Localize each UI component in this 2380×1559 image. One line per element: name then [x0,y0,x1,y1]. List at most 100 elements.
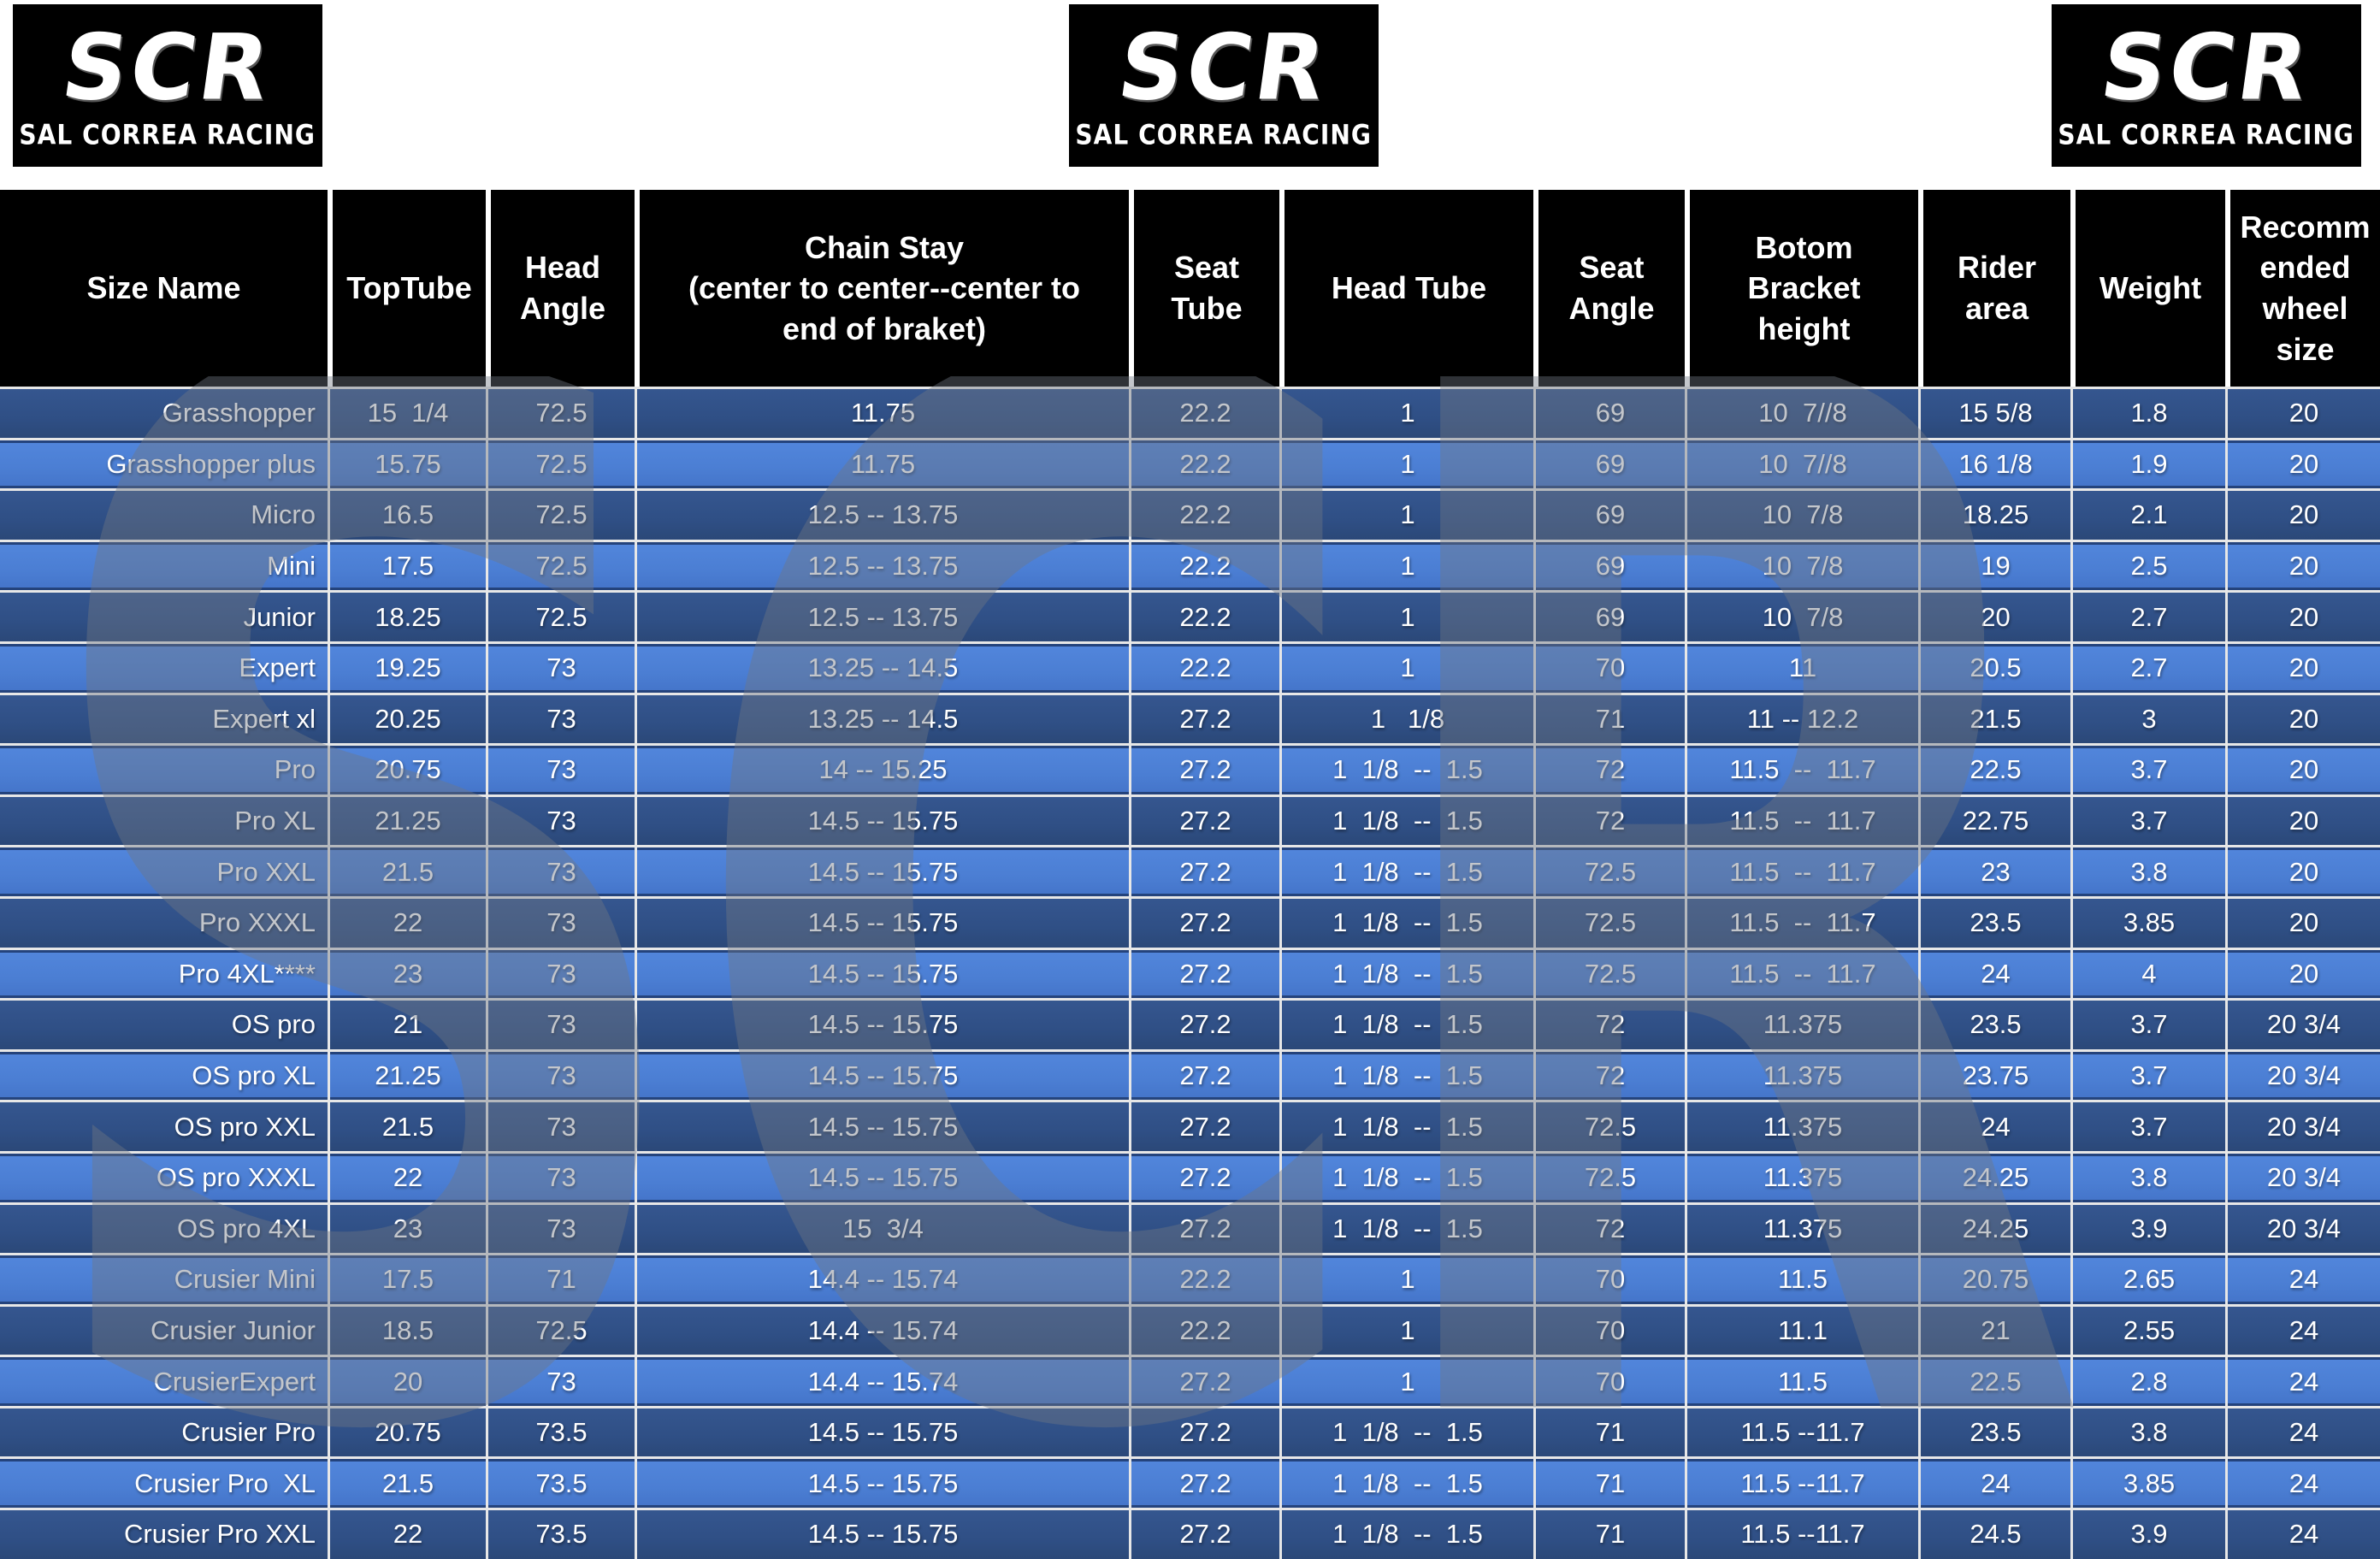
table-cell: 11.5 -- 11.7 [1685,746,1918,794]
table-cell: 11.5 -- 11.7 [1685,847,1918,896]
table-cell: 17.5 [328,541,486,591]
table-row: Expert 19.25 73 13.25 -- 14.5 22.2 1 70 11 20.5 2… [0,641,2380,693]
table-cell: 1 [1279,440,1533,489]
table-cell: 20 [1918,593,2070,641]
table-cell: 69 [1533,541,1685,591]
table-cell: 72.5 [486,541,635,591]
table-cell: 14.5 -- 15.75 [635,847,1129,896]
table-cell: 27.2 [1129,898,1279,948]
table-cell: 11.5 --11.7 [1685,1459,1918,1509]
table-cell: 21.25 [328,1051,486,1101]
size-name-cell: OS pro XXXL [0,1154,328,1202]
table-cell: 1 [1279,1306,1533,1355]
table-cell: 73 [486,796,635,846]
size-name-cell: Expert xl [212,703,316,734]
table-cell: 4 [2070,949,2225,999]
column-header: Botom Bracket height [1685,190,1918,387]
table-cell: 20 [2225,746,2380,794]
table-cell: 20 [2225,796,2380,846]
table-body: Grasshopper 15 1/4 72.5 11.75 22.2 1 69 10 7//8… [0,387,2380,1559]
table-cell: 24 [1918,1102,2070,1151]
table-cell: 14.5 -- 15.75 [635,1408,1129,1457]
column-header: Seat Angle [1533,190,1685,387]
size-name-cell: Crusier Junior [151,1314,316,1345]
table-cell: 10 7/8 [1685,541,1918,591]
size-name-cell: Grasshopper plus [0,440,328,489]
size-name-cell: Grasshopper [162,398,316,428]
table-cell: 70 [1533,643,1685,693]
table-cell: 70 [1533,1306,1685,1355]
table-cell: 3.9 [2070,1510,2225,1559]
table-cell: 73 [486,1001,635,1049]
table-cell: 11.75 [635,440,1129,489]
table-row: Pro 20.75 73 14 -- 15.25 27.2 1 1/8 -- 1.5 72 1… [0,743,2380,794]
table-row: Crusier Mini 17.5 71 14.4 -- 15.74 22.2 1 70 11… [0,1253,2380,1304]
table-cell: 1 1/8 -- 1.5 [1279,746,1533,794]
table-cell: 20.75 [328,1408,486,1457]
column-header: Head Angle [486,190,635,387]
table-cell: 2.1 [2070,491,2225,540]
table-cell: 22.5 [1918,1357,2070,1406]
table-cell: 72.5 [486,491,635,540]
size-name-cell: OS pro XL [0,1052,328,1101]
table-cell: 73 [486,847,635,896]
table-cell: 27.2 [1129,694,1279,744]
table-cell: 27.2 [1129,949,1279,999]
table-cell: 14.5 -- 15.75 [635,1510,1129,1559]
table-cell: 22 [328,1153,486,1202]
scr-logo-subtext: SAL CORREA RACING [19,119,316,151]
table-row: OS pro XXXL 22 73 14.5 -- 15.75 27.2 1 1/8 --… [0,1150,2380,1202]
size-name-cell: Crusier Pro XL [0,1459,328,1508]
table-cell: 73.5 [486,1408,635,1457]
table-cell: 72 [1533,796,1685,846]
table-row: Grasshopper 15 1/4 72.5 11.75 22.2 1 69 10 7//8… [0,387,2380,438]
column-header: Chain Stay (center to center--center to … [635,190,1129,387]
table-row: Pro XXXL 22 73 14.5 -- 15.75 27.2 1 1/8 -- 1.… [0,895,2380,948]
table-cell: 15 3/4 [635,1204,1129,1254]
table-cell: 18.25 [1918,491,2070,540]
table-cell: 11.5 [1685,1255,1918,1304]
table-cell: 1 [1279,643,1533,693]
table-cell: 21 [328,1001,486,1049]
table-cell: 11.5 -- 11.7 [1685,949,1918,999]
table-cell: 20 3/4 [2225,1051,2380,1101]
table-cell: 72.5 [1533,898,1685,948]
table-cell: 11.1 [1685,1306,1918,1355]
table-cell: 18.25 [328,593,486,641]
table-cell: 21.5 [1918,694,2070,744]
size-name-cell: Pro XL [234,806,316,836]
table-cell: 73 [486,1357,635,1406]
table-cell: 20 3/4 [2225,1102,2380,1151]
table-cell: 72.5 [486,593,635,641]
column-header: Recomm ended wheel size [2225,190,2380,387]
size-name-cell: Pro XXL [0,847,328,896]
table-cell: 14.4 -- 15.74 [635,1357,1129,1406]
table-row: Junior 18.25 72.5 12.5 -- 13.75 22.2 1 69 10 7/… [0,590,2380,641]
table-cell: 1 1/8 -- 1.5 [1279,1001,1533,1049]
table-cell: 73 [486,694,635,744]
table-row: Pro 4XL**** 23 73 14.5 -- 15.75 27.2 1 1/8 --… [0,947,2380,999]
table-cell: 13.25 -- 14.5 [635,643,1129,693]
table-cell: 12.5 -- 13.75 [635,491,1129,540]
table-cell: 1.9 [2070,440,2225,489]
table-cell: 69 [1533,593,1685,641]
table-cell: 72 [1533,1051,1685,1101]
column-header: TopTube [328,190,486,387]
table-cell: 72 [1533,746,1685,794]
table-cell: 11.75 [635,389,1129,438]
table-cell: 11.375 [1685,1204,1918,1254]
table-cell: 73.5 [486,1459,635,1509]
table-cell: 70 [1533,1357,1685,1406]
table-cell: 23.5 [1918,898,2070,948]
size-name-cell: Pro [0,746,328,794]
table-cell: 21.5 [328,1459,486,1509]
table-cell: 27.2 [1129,1357,1279,1406]
table-cell: 20 [2225,389,2380,438]
table-cell: 20 [2225,949,2380,999]
table-cell: 73 [486,949,635,999]
table-cell: 24 [2225,1459,2380,1509]
table-cell: 72.5 [486,1306,635,1355]
table-cell: 10 7//8 [1685,440,1918,489]
table-cell: 22.2 [1129,440,1279,489]
table-cell: 22.5 [1918,746,2070,794]
